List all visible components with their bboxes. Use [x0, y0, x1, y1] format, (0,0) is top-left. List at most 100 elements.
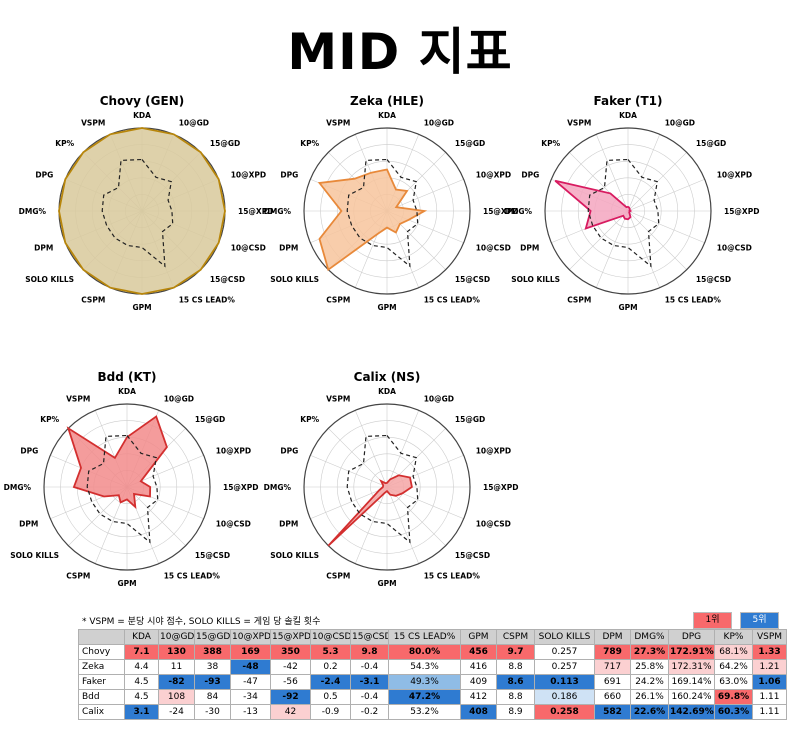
axis-label: KDA: [619, 111, 637, 120]
grid-spoke: [386, 486, 446, 546]
stat-cell: 409: [460, 674, 497, 690]
axis-label: 10@XPD: [231, 170, 266, 179]
stat-cell: 42: [270, 704, 311, 720]
radar-charts: KDA 10@GD 15@GD 10@XPD 15@XPD 10@CSD 15@CSD 15 …: [4, 94, 760, 588]
grid-spoke: [627, 178, 705, 212]
stat-cell: 1.11: [752, 689, 787, 705]
axis-label: DMG%: [264, 483, 292, 492]
axis-label: SOLO KILLS: [25, 275, 74, 284]
stats-table: KDA 10@GD 15@GD 10@XPD 15@XPD 10@CSD 15@CSD 15 …: [78, 629, 787, 720]
axis-label: 10@XPD: [717, 170, 752, 179]
axis-label: 10@GD: [665, 118, 695, 127]
axis-label: KDA: [118, 387, 136, 396]
stat-cell: 108: [158, 689, 195, 705]
axis-label: SOLO KILLS: [270, 275, 319, 284]
player-name-cell: Chovy: [78, 644, 125, 660]
stat-cell: 691: [594, 674, 631, 690]
page-title: MID 지표: [287, 23, 513, 81]
stat-cell: -34: [230, 689, 271, 705]
axis-label: 10@CSD: [717, 244, 752, 253]
stat-cell: 38: [194, 659, 231, 675]
stat-cell: 130: [158, 644, 195, 660]
player-series: [58, 127, 226, 295]
axis-label: DMG%: [505, 207, 533, 216]
stat-cell: -0.2: [350, 704, 389, 720]
column-header: 10@GD: [158, 629, 195, 645]
stat-cell: 408: [460, 704, 497, 720]
radar-chart: KDA 10@GD 15@GD 10@XPD 15@XPD 10@CSD 15@CSD 15 …: [19, 94, 274, 312]
axis-label: 15@CSD: [195, 551, 230, 560]
axis-label: 15@GD: [696, 139, 726, 148]
stat-cell: -2.4: [310, 674, 351, 690]
chart-title: Chovy (GEN): [100, 94, 184, 108]
axis-label: 15 CS LEAD%: [179, 296, 236, 305]
stat-cell: -82: [158, 674, 195, 690]
axis-label: DPG: [280, 446, 298, 455]
axis-label: DPM: [520, 244, 539, 253]
stat-cell: 63.0%: [714, 674, 753, 690]
table-row: Bdd 4.5 108 84 -34 -92 0.5 -0.4 47.2% 412 8.8 0.186…: [78, 689, 787, 705]
radar-chart: KDA 10@GD 15@GD 10@XPD 15@XPD 10@CSD 15@CSD 15 …: [4, 370, 259, 588]
column-header: 15 CS LEAD%: [388, 629, 461, 645]
table-note-row: * VSPM = 분당 시야 점수, SOLO KILLS = 게임 당 솔킬 …: [78, 612, 786, 629]
reference-series: [587, 158, 660, 268]
axis-label: SOLO KILLS: [270, 551, 319, 560]
stat-cell: 582: [594, 704, 631, 720]
player-name-cell: Calix: [78, 704, 125, 720]
stat-cell: 8.8: [496, 689, 535, 705]
player-name-cell: Bdd: [78, 689, 125, 705]
stat-cell: 142.69%: [668, 704, 715, 720]
axis-label: VSPM: [567, 118, 591, 127]
column-header: 15@CSD: [350, 629, 389, 645]
grid-spoke: [386, 178, 464, 212]
axis-label: 10@CSD: [476, 520, 511, 529]
stat-cell: 69.8%: [714, 689, 753, 705]
stat-cell: 0.257: [534, 659, 595, 675]
stat-cell: 5.3: [310, 644, 351, 660]
stat-cell: 4.5: [124, 689, 159, 705]
axis-label: 10@GD: [424, 394, 454, 403]
axis-label: DPM: [19, 520, 38, 529]
grid-spoke: [595, 134, 629, 212]
reference-series: [101, 158, 174, 268]
stat-cell: 80.0%: [388, 644, 461, 660]
axis-label: CSPM: [326, 296, 350, 305]
axis-label: 15@XPD: [724, 207, 759, 216]
axis-label: CSPM: [567, 296, 591, 305]
stat-cell: -48: [230, 659, 271, 675]
axis-label: GPM: [618, 303, 637, 312]
stat-cell: -0.9: [310, 704, 351, 720]
stat-cell: 1.06: [752, 674, 787, 690]
stat-cell: 0.258: [534, 704, 595, 720]
axis-label: 15@XPD: [223, 483, 258, 492]
stat-cell: 60.3%: [714, 704, 753, 720]
axis-label: DMG%: [264, 207, 292, 216]
stat-cell: 160.24%: [668, 689, 715, 705]
stat-cell: 1.21: [752, 659, 787, 675]
column-header: 15@XPD: [270, 629, 311, 645]
grid-spoke: [627, 210, 661, 288]
stat-cell: 22.6%: [630, 704, 669, 720]
stat-cell: 456: [460, 644, 497, 660]
axis-label: GPM: [117, 579, 136, 588]
stat-cell: 169: [230, 644, 271, 660]
column-header: [78, 629, 125, 645]
axis-label: KDA: [378, 111, 396, 120]
axis-label: VSPM: [326, 394, 350, 403]
column-header: CSPM: [496, 629, 535, 645]
stats-table-section: * VSPM = 분당 시야 점수, SOLO KILLS = 게임 당 솔킬 …: [78, 612, 787, 720]
stat-cell: 27.3%: [630, 644, 669, 660]
stat-cell: 7.1: [124, 644, 159, 660]
axis-label: VSPM: [66, 394, 90, 403]
axis-label: 10@CSD: [476, 244, 511, 253]
grid-spoke: [569, 210, 629, 270]
stat-cell: 49.3%: [388, 674, 461, 690]
axis-label: CSPM: [66, 572, 90, 581]
stat-cell: 388: [194, 644, 231, 660]
stat-cell: 1.33: [752, 644, 787, 660]
stat-cell: -93: [194, 674, 231, 690]
axis-label: DMG%: [19, 207, 47, 216]
radar-chart: KDA 10@GD 15@GD 10@XPD 15@XPD 10@CSD 15@CSD 15 …: [505, 94, 760, 312]
stat-cell: 789: [594, 644, 631, 660]
column-header: DMG%: [630, 629, 669, 645]
